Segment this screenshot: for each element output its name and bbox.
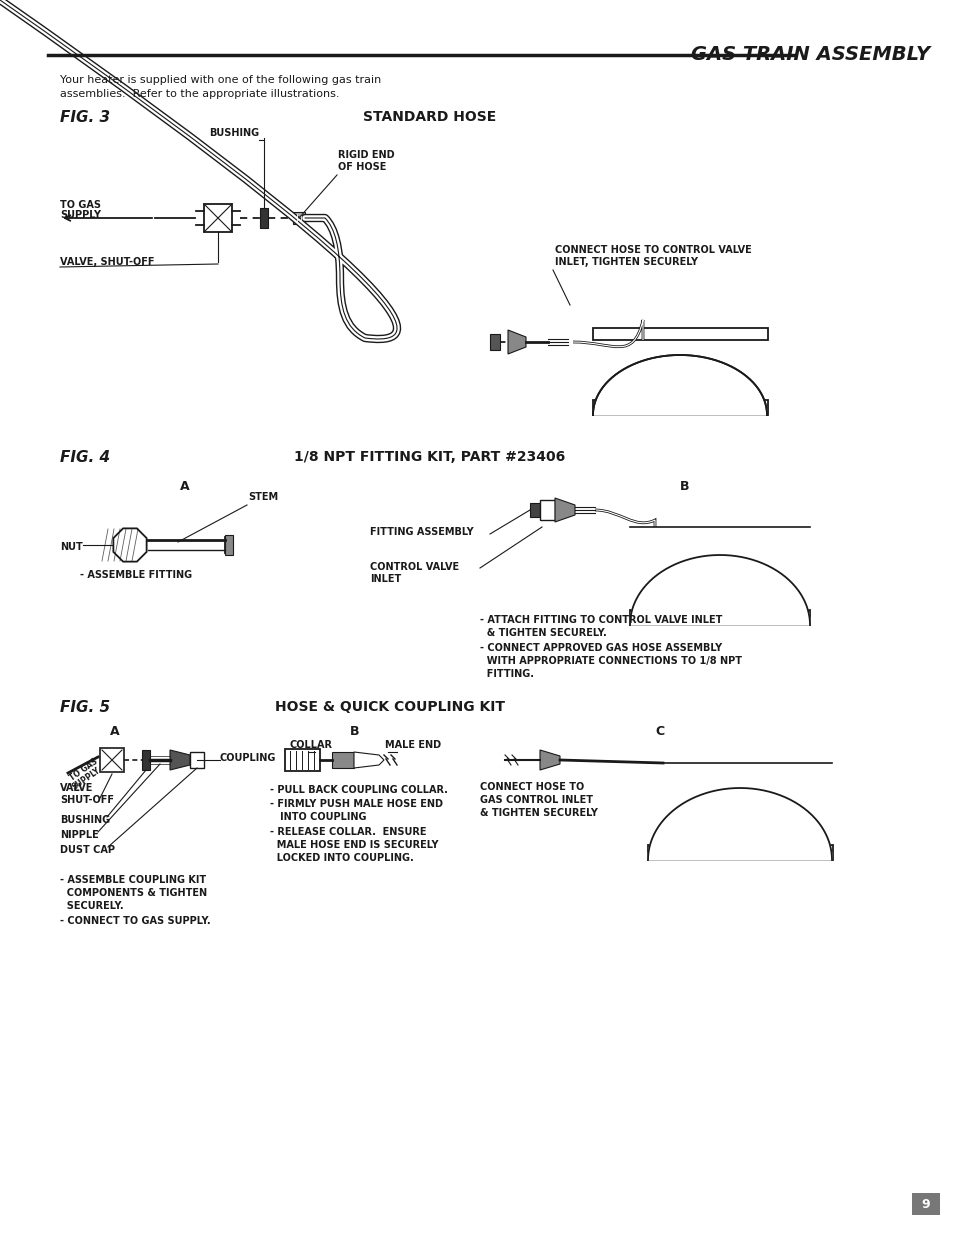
Text: VALVE, SHUT-OFF: VALVE, SHUT-OFF [60, 257, 154, 267]
Text: STANDARD HOSE: STANDARD HOSE [363, 110, 497, 124]
Text: INLET, TIGHTEN SECURELY: INLET, TIGHTEN SECURELY [555, 257, 698, 267]
Polygon shape [593, 354, 766, 415]
Text: A: A [180, 480, 190, 493]
Bar [100, 748, 124, 772]
Text: VALVE: VALVE [60, 783, 93, 793]
Text: SUPPLY: SUPPLY [70, 766, 101, 792]
Text: NIPPLE: NIPPLE [60, 830, 99, 840]
Text: FITTING.: FITTING. [479, 669, 534, 679]
Text: GAS TRAIN ASSEMBLY: GAS TRAIN ASSEMBLY [690, 46, 929, 64]
Text: GAS CONTROL INLET: GAS CONTROL INLET [479, 795, 593, 805]
Text: STEM: STEM [248, 492, 278, 501]
Text: BUSHING: BUSHING [209, 128, 258, 138]
Text: COLLAR: COLLAR [290, 740, 333, 750]
Text: assemblies.  Refer to the appropriate illustrations.: assemblies. Refer to the appropriate ill… [60, 89, 339, 99]
Text: FIG. 3: FIG. 3 [60, 110, 110, 125]
Text: - FIRMLY PUSH MALE HOSE END: - FIRMLY PUSH MALE HOSE END [270, 799, 442, 809]
Text: CONNECT HOSE TO CONTROL VALVE: CONNECT HOSE TO CONTROL VALVE [555, 245, 751, 254]
Text: SUPPLY: SUPPLY [60, 210, 101, 220]
Bar [629, 610, 809, 625]
Text: - CONNECT TO GAS SUPPLY.: - CONNECT TO GAS SUPPLY. [60, 916, 211, 926]
Polygon shape [539, 750, 559, 769]
Text: CONTROL VALVE: CONTROL VALVE [370, 562, 458, 572]
Text: INTO COUPLING: INTO COUPLING [270, 811, 366, 823]
Polygon shape [170, 750, 190, 769]
Text: COUPLING: COUPLING [220, 753, 276, 763]
Text: - RELEASE COLLAR.  ENSURE: - RELEASE COLLAR. ENSURE [270, 827, 426, 837]
Polygon shape [555, 498, 575, 522]
Text: OF HOSE: OF HOSE [337, 162, 386, 172]
Text: Your heater is supplied with one of the following gas train: Your heater is supplied with one of the … [60, 75, 381, 85]
Text: HOSE & QUICK COUPLING KIT: HOSE & QUICK COUPLING KIT [274, 700, 504, 714]
Text: TO GAS: TO GAS [68, 757, 99, 783]
Text: COMPONENTS & TIGHTEN: COMPONENTS & TIGHTEN [60, 888, 207, 898]
Bar [647, 845, 832, 860]
Text: MALE END: MALE END [385, 740, 440, 750]
Polygon shape [113, 529, 147, 562]
Bar [593, 329, 767, 340]
Text: - ASSEMBLE FITTING: - ASSEMBLE FITTING [80, 571, 192, 580]
Polygon shape [629, 555, 809, 625]
Bar [638, 610, 801, 618]
Text: FITTING ASSEMBLY: FITTING ASSEMBLY [370, 527, 473, 537]
Text: B: B [350, 725, 359, 739]
Polygon shape [507, 330, 525, 354]
Bar [260, 207, 268, 228]
Text: SECURELY.: SECURELY. [60, 902, 124, 911]
Text: FIG. 4: FIG. 4 [60, 450, 110, 466]
Bar [539, 500, 555, 520]
Text: SHUT-OFF: SHUT-OFF [60, 795, 113, 805]
Bar [293, 212, 305, 224]
Text: DUST CAP: DUST CAP [60, 845, 115, 855]
Bar [593, 400, 767, 415]
Text: & TIGHTEN SECURELY: & TIGHTEN SECURELY [479, 808, 598, 818]
Text: B: B [679, 480, 689, 493]
Bar [285, 748, 319, 771]
Text: - CONNECT APPROVED GAS HOSE ASSEMBLY: - CONNECT APPROVED GAS HOSE ASSEMBLY [479, 643, 721, 653]
Bar [600, 400, 760, 408]
Text: BUSHING: BUSHING [60, 815, 110, 825]
Text: CONNECT HOSE TO: CONNECT HOSE TO [479, 782, 583, 792]
Text: - PULL BACK COUPLING COLLAR.: - PULL BACK COUPLING COLLAR. [270, 785, 447, 795]
Bar [225, 535, 233, 555]
Text: TO GAS: TO GAS [60, 200, 101, 210]
Text: MALE HOSE END IS SECURELY: MALE HOSE END IS SECURELY [270, 840, 438, 850]
Bar [490, 333, 499, 350]
Text: LOCKED INTO COUPLING.: LOCKED INTO COUPLING. [270, 853, 414, 863]
Bar [656, 845, 824, 853]
Polygon shape [647, 788, 831, 860]
Bar [142, 750, 150, 769]
Text: WITH APPROPRIATE CONNECTIONS TO 1/8 NPT: WITH APPROPRIATE CONNECTIONS TO 1/8 NPT [479, 656, 741, 666]
Bar [530, 503, 539, 517]
Text: 9: 9 [921, 1198, 929, 1210]
Bar [190, 752, 204, 768]
Text: FIG. 5: FIG. 5 [60, 700, 110, 715]
Bar [911, 1193, 939, 1215]
Text: A: A [111, 725, 120, 739]
Text: INLET: INLET [370, 574, 401, 584]
Text: RIGID END: RIGID END [337, 149, 395, 161]
Bar [204, 204, 232, 232]
Text: & TIGHTEN SECURELY.: & TIGHTEN SECURELY. [479, 629, 606, 638]
Text: 1/8 NPT FITTING KIT, PART #23406: 1/8 NPT FITTING KIT, PART #23406 [294, 450, 565, 464]
Text: C: C [655, 725, 664, 739]
Text: - ASSEMBLE COUPLING KIT: - ASSEMBLE COUPLING KIT [60, 876, 206, 885]
Polygon shape [354, 752, 384, 768]
Text: NUT: NUT [60, 542, 83, 552]
Text: - ATTACH FITTING TO CONTROL VALVE INLET: - ATTACH FITTING TO CONTROL VALVE INLET [479, 615, 721, 625]
Bar [332, 752, 354, 768]
